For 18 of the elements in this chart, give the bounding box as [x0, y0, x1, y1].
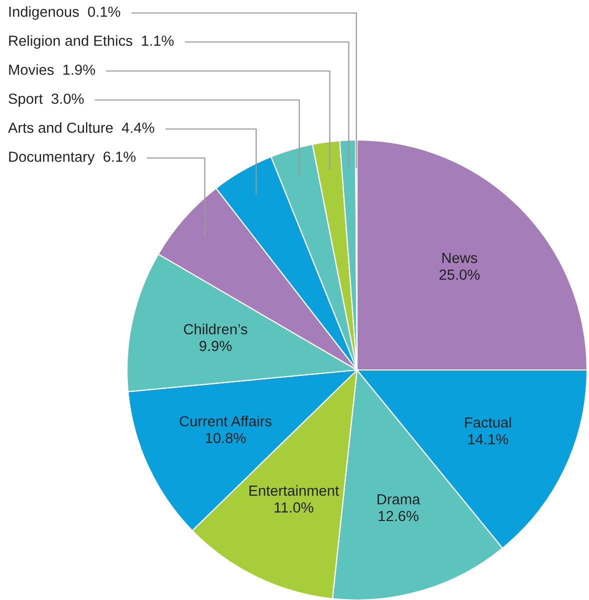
slice-label: Children’s: [184, 324, 248, 334]
data-label: 12.6%: [378, 510, 418, 522]
slice-label: News: [442, 252, 478, 264]
data-label: 11.0%: [274, 502, 314, 513]
slice-label: Documentary 6.1%: [9, 152, 136, 165]
slice-label: Indigenous 0.1%: [9, 6, 120, 20]
data-label: 10.8%: [206, 432, 246, 444]
data-label: 25.0%: [440, 270, 480, 280]
slice-label: Sport 3.0%: [8, 94, 84, 107]
slice-label: Religion and Ethics 1.1%: [9, 35, 174, 49]
slice-label: Arts and Culture 4.4%: [8, 122, 154, 133]
data-label: 9.9%: [200, 340, 232, 352]
data-label: 14.1%: [468, 434, 508, 444]
slice-label: Drama: [378, 494, 420, 504]
slice-label: Current Affairs: [180, 416, 272, 426]
slice-label: Factual: [465, 416, 511, 428]
slice-label: Entertainment: [249, 485, 339, 496]
slice-label: Movies 1.9%: [9, 64, 96, 75]
